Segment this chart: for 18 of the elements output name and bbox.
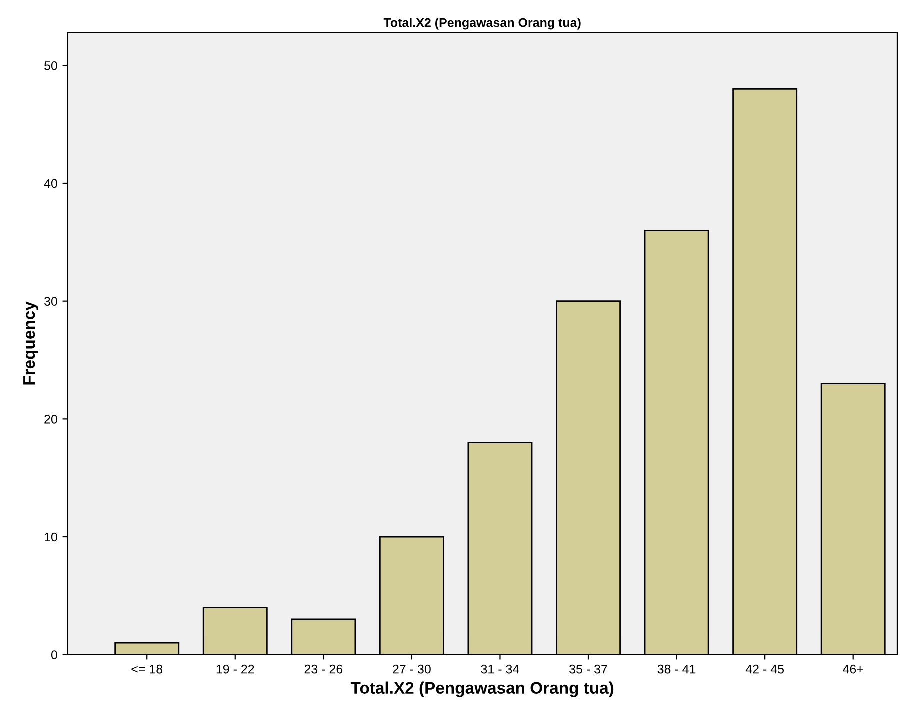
y-tick-label: 10 bbox=[44, 532, 58, 542]
x-tick-label: <= 18 bbox=[132, 664, 163, 674]
y-tick-label: 0 bbox=[51, 650, 58, 660]
y-tick-label: 50 bbox=[44, 61, 58, 70]
x-tick-label: 46+ bbox=[843, 664, 864, 674]
x-tick-label: 23 - 26 bbox=[304, 664, 343, 674]
x-tick-label: 38 - 41 bbox=[658, 664, 696, 674]
y-tick-label: 40 bbox=[44, 179, 58, 188]
x-tick-label: 31 - 34 bbox=[481, 664, 520, 674]
y-tick-label: 30 bbox=[44, 297, 58, 306]
x-tick-label: 42 - 45 bbox=[746, 664, 784, 674]
chart-title: Total.X2 (Pengawasan Orang tua) bbox=[384, 18, 581, 30]
y-tick-label: 20 bbox=[44, 414, 58, 424]
y-axis-title: Frequency bbox=[24, 302, 38, 385]
x-tick-label: 27 - 30 bbox=[393, 664, 431, 674]
x-tick-label: 19 - 22 bbox=[216, 664, 254, 674]
x-tick-label: 35 - 37 bbox=[570, 664, 608, 674]
x-axis-title: Total.X2 (Pengawasan Orang tua) bbox=[350, 682, 614, 698]
